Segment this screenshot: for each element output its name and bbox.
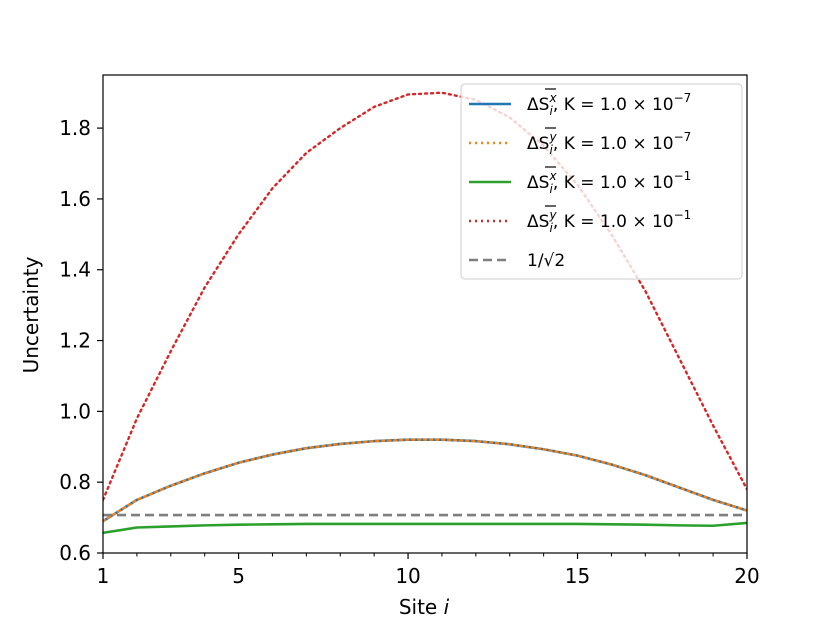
series-line-1 bbox=[103, 521, 747, 535]
x-tick-label: 5 bbox=[232, 564, 245, 588]
y-tick-label: 0.8 bbox=[59, 470, 91, 494]
legend-box bbox=[460, 83, 743, 280]
legend-label-3: ΔSy i, K = 1.0 × 10−1 bbox=[527, 208, 691, 235]
x-tick-label: 15 bbox=[565, 564, 590, 588]
y-tick-label: 1.0 bbox=[59, 399, 91, 423]
x-tick-label: 1 bbox=[97, 564, 110, 588]
legend-label-0: ΔSx i, K = 1.0 × 10−7 bbox=[527, 91, 691, 118]
y-tick-label: 0.6 bbox=[59, 541, 91, 565]
legend: ΔSx i, K = 1.0 × 10−7 ΔSy i, K = 1.0 × 10−7… bbox=[460, 83, 743, 280]
plot-frame bbox=[102, 74, 748, 554]
y-tick-label: 1.6 bbox=[59, 187, 91, 211]
ticks: 1 5 10 15 200.60.81.01.21.41.61.8 bbox=[59, 116, 760, 588]
y-axis-label: Uncertainty bbox=[19, 256, 43, 373]
legend-label-1: ΔSy i, K = 1.0 × 10−7 bbox=[527, 130, 691, 157]
x-axis-label: Site i bbox=[399, 595, 450, 619]
legend-label-2: ΔSx i, K = 1.0 × 10−1 bbox=[527, 169, 691, 196]
series-line-0 bbox=[103, 91, 747, 502]
x-tick-label: 10 bbox=[395, 564, 420, 588]
legend-label-4: 1/√2 bbox=[527, 251, 565, 271]
y-tick-label: 1.8 bbox=[59, 116, 91, 140]
y-tick-label: 1.2 bbox=[59, 329, 91, 353]
y-tick-label: 1.4 bbox=[59, 258, 91, 282]
axes-frame bbox=[102, 74, 748, 554]
series-layer bbox=[103, 91, 747, 535]
series-line-3 bbox=[103, 438, 747, 523]
series-line-2 bbox=[103, 438, 747, 523]
x-tick-label: 20 bbox=[734, 564, 759, 588]
